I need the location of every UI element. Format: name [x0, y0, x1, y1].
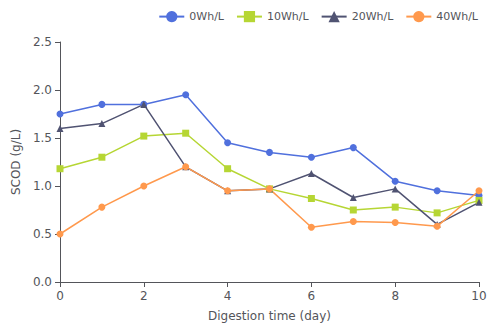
svg-text:1.0: 1.0 [33, 179, 52, 193]
svg-text:1.5: 1.5 [33, 131, 52, 145]
svg-text:Digestion time (day): Digestion time (day) [208, 309, 331, 323]
svg-text:10: 10 [471, 289, 486, 303]
svg-text:8: 8 [391, 289, 399, 303]
svg-text:2: 2 [140, 289, 148, 303]
svg-text:0Wh/L: 0Wh/L [189, 10, 225, 23]
svg-text:20Wh/L: 20Wh/L [352, 10, 395, 23]
svg-text:2.0: 2.0 [33, 83, 52, 97]
svg-text:0.0: 0.0 [33, 275, 52, 289]
svg-text:0.5: 0.5 [33, 227, 52, 241]
svg-text:SCOD (g/L): SCOD (g/L) [9, 129, 23, 195]
svg-text:4: 4 [224, 289, 232, 303]
svg-text:10Wh/L: 10Wh/L [267, 10, 310, 23]
svg-text:40Wh/L: 40Wh/L [436, 10, 479, 23]
svg-text:2.5: 2.5 [33, 35, 52, 49]
svg-text:6: 6 [308, 289, 316, 303]
svg-text:0: 0 [56, 289, 64, 303]
